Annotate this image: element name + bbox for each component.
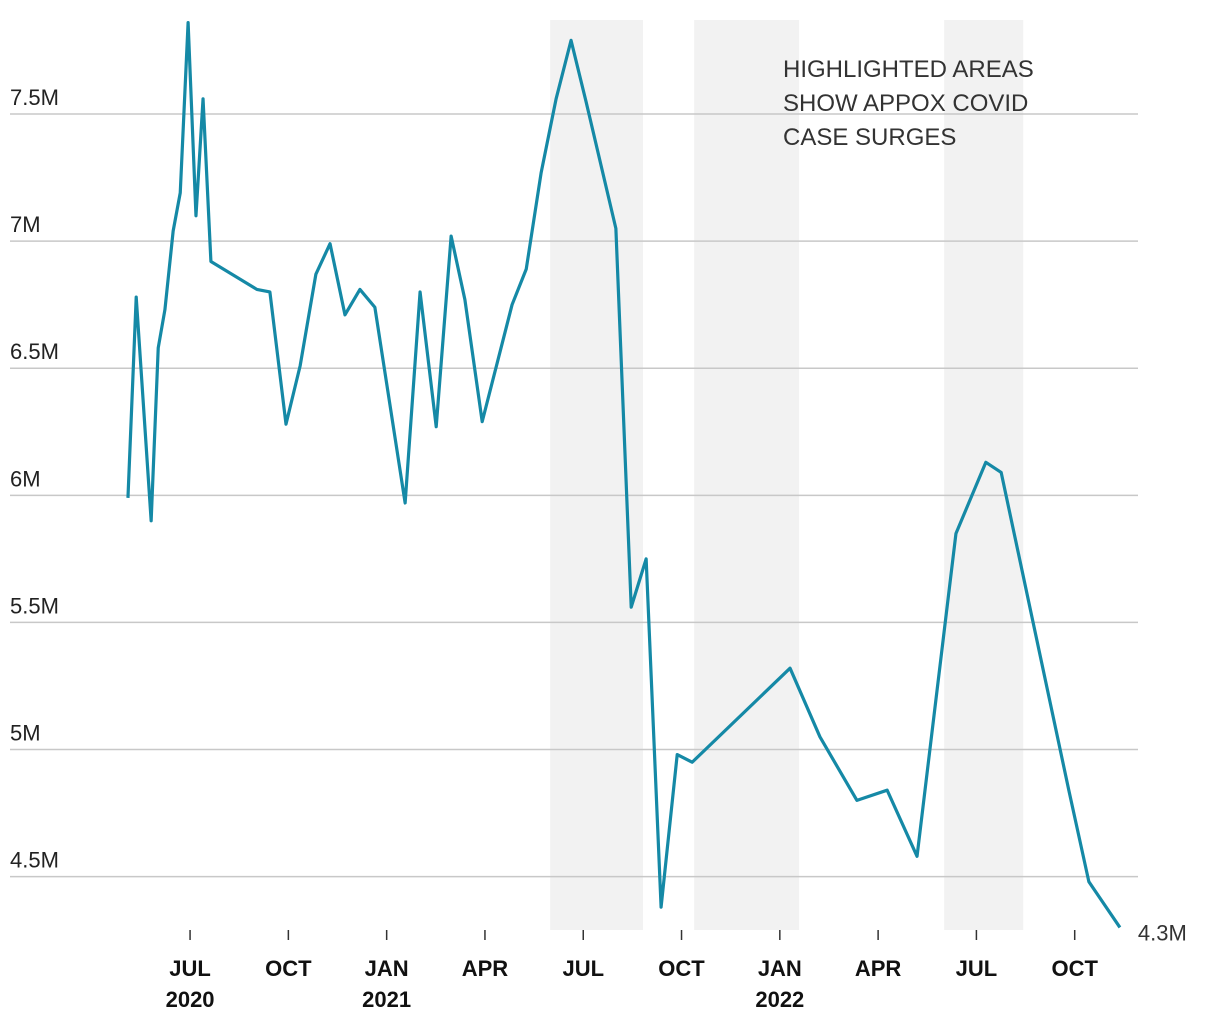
- y-tick-label: 7.5M: [10, 85, 59, 110]
- y-tick-label: 5M: [10, 721, 41, 746]
- surge-highlight: [550, 20, 644, 930]
- x-tick-label: JUL: [562, 956, 604, 981]
- x-tick-label: JUL: [956, 956, 998, 981]
- surge-highlight: [694, 20, 800, 930]
- x-tick-label: OCT: [658, 956, 705, 981]
- x-tick-label: OCT: [265, 956, 312, 981]
- data-line: [126, 20, 1122, 929]
- y-tick-label: 6.5M: [10, 339, 59, 364]
- annotation: SHOW APPOX COVID: [783, 90, 1028, 117]
- x-year-label: 2022: [755, 987, 804, 1012]
- y-tick-label: 6M: [10, 466, 41, 491]
- y-tick-label: 4.5M: [10, 848, 59, 873]
- x-tick-label: APR: [462, 956, 509, 981]
- x-year-label: 2021: [362, 987, 411, 1012]
- annotation: HIGHLIGHTED AREAS: [783, 56, 1034, 83]
- x-tick-label: APR: [855, 956, 902, 981]
- x-year-label: 2020: [166, 987, 215, 1012]
- x-tick-label: JAN: [758, 956, 802, 981]
- y-tick-label: 7M: [10, 212, 41, 237]
- x-tick-label: JAN: [365, 956, 409, 981]
- annotation: CASE SURGES: [783, 124, 956, 151]
- y-tick-label: 5.5M: [10, 593, 59, 618]
- value-label: 4.3M: [1138, 920, 1187, 945]
- surge-highlight: [944, 20, 1024, 930]
- x-tick-label: JUL: [169, 956, 211, 981]
- x-tick-label: OCT: [1051, 956, 1098, 981]
